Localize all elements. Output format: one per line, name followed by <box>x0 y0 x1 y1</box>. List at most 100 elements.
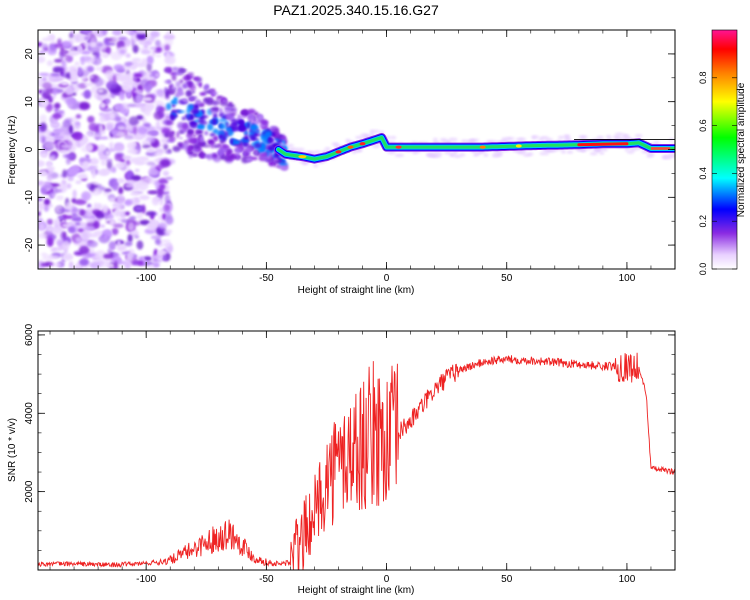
spectrogram-halo-blob <box>469 139 477 143</box>
snr-xtick-label: -100 <box>136 574 156 585</box>
spectrogram-noise-blob <box>107 213 114 220</box>
spectrogram-noise-blob <box>68 32 74 39</box>
spectrogram-xtick-label: 0 <box>384 273 390 284</box>
spectrogram-noise-blob <box>108 148 116 152</box>
spectrogram-noise-blob <box>85 218 96 223</box>
spectrogram-xtick-label: 50 <box>501 273 513 284</box>
spectrogram-halo-blob <box>313 164 319 168</box>
spectrogram-noise-blob <box>62 253 74 261</box>
spectrogram-noise-blob <box>127 221 135 232</box>
spectrogram-noise-blob <box>43 183 54 189</box>
spectrogram-noise-blob <box>52 128 63 134</box>
spectrogram-noise-blob <box>75 180 82 185</box>
spectrogram-transition-blob <box>230 112 237 116</box>
spectrogram-transition-blob <box>238 115 247 119</box>
spectrogram-noise-blob <box>155 120 161 130</box>
spectrogram-halo-blob <box>612 135 620 139</box>
spectrogram-ylabel: Frequency (Hz) <box>7 116 18 185</box>
spectrogram-noise-blob <box>80 50 91 55</box>
spectrogram-noise-blob <box>153 111 164 120</box>
spectrogram-hotspot <box>335 150 342 154</box>
spectrogram-halo-blob <box>485 139 496 144</box>
spectrogram-transition-blob <box>179 137 183 140</box>
spectrogram-hotspot <box>515 144 522 148</box>
spectrogram-noise-blob <box>95 203 103 211</box>
spectrogram-noise-blob <box>125 53 131 58</box>
spectrogram-noise-blob <box>50 73 62 77</box>
spectrogram-noise-blob <box>139 157 150 161</box>
spectrogram-noise-blob <box>39 114 47 124</box>
spectrogram-noise-blob <box>54 76 64 82</box>
spectrogram-transition-blob <box>280 166 288 171</box>
spectrogram-noise-blob <box>86 131 93 137</box>
spectrogram-halo-blob <box>531 135 540 139</box>
spectrogram-noise-blob <box>113 260 118 269</box>
spectrogram-noise-blob <box>71 198 77 204</box>
spectrogram-noise-blob <box>99 116 106 123</box>
colorbar-ticks: 0.0 0.2 0.4 0.6 0.8 <box>698 72 737 275</box>
spectrogram-halo-blob <box>492 152 503 157</box>
spectrogram-noise-blob <box>79 258 90 266</box>
spectrogram-noise-blob <box>127 148 139 154</box>
spectrogram-noise-blob <box>126 92 132 99</box>
spectrogram-hotspot <box>347 145 354 149</box>
spectrogram-noise-blob <box>127 169 133 179</box>
spectrogram-noise-blob <box>149 30 160 38</box>
spectrogram-halo-blob <box>663 154 672 159</box>
spectrogram-noise-blob <box>136 181 149 191</box>
spectrogram-noise-blob <box>153 158 162 163</box>
spectrogram-noise-blob <box>61 214 74 220</box>
spectrogram-halo-blob <box>527 152 534 156</box>
spectrogram-noise-blob <box>101 108 114 112</box>
spectrogram-halo-blob <box>517 151 526 155</box>
spectrogram-transition-blob <box>178 130 185 134</box>
spectrogram-noise-blob <box>113 209 122 217</box>
spectrogram-halo-blob <box>634 134 643 138</box>
spectrogram-noise-blob <box>91 168 96 179</box>
spectrogram-noise-blob <box>136 32 146 40</box>
spectrogram-halo-blob <box>670 154 675 158</box>
spectrogram-halo-blob <box>432 137 438 142</box>
snr-xtick-label: 0 <box>384 574 390 585</box>
spectrogram-transition-blob <box>216 95 224 99</box>
spectrogram-transition-blob <box>200 136 204 144</box>
spectrogram-noise-blob <box>61 81 69 86</box>
spectrogram-noise-blob <box>81 232 89 242</box>
spectrogram-noise-blob <box>54 224 61 228</box>
spectrogram-noise-blob <box>124 199 133 206</box>
spectrogram-halo-blob <box>324 147 331 151</box>
spectrogram-noise-blob <box>104 229 112 236</box>
spectrogram-noise-blob <box>153 152 162 157</box>
spectrogram-noise-blob <box>157 187 164 196</box>
spectrogram-noise-blob <box>159 207 165 213</box>
spectrogram-noise-blob <box>88 157 99 166</box>
spectrogram-transition-blob <box>274 127 280 134</box>
spectrogram-transition-blob <box>218 113 224 117</box>
spectrogram-transition-blob <box>269 125 278 129</box>
spectrogram-noise-blob <box>125 159 131 166</box>
spectrogram-transition-blob <box>221 99 228 103</box>
spectrogram-noise-blob <box>129 215 137 220</box>
spectrogram-noise-blob <box>134 235 140 239</box>
spectrogram-transition-blob <box>212 135 219 142</box>
spectrogram-noise-blob <box>75 114 82 119</box>
spectrogram-halo-blob <box>449 152 454 157</box>
spectrogram-transition-blob <box>187 72 194 76</box>
spectrogram-halo-blob <box>439 138 448 142</box>
spectrogram-noise-blob <box>122 84 133 92</box>
spectrogram-noise-blob <box>82 160 90 169</box>
spectrogram-noise-blob <box>123 134 135 140</box>
spectrogram-transition-blob <box>259 142 266 150</box>
spectrogram-transition-blob <box>250 124 258 131</box>
spectrogram-transition-blob <box>211 117 218 125</box>
spectrogram-noise-blob <box>128 116 139 126</box>
spectrogram-transition-blob <box>190 152 199 157</box>
spectrogram-halo-blob <box>624 147 629 152</box>
spectrogram-noise-blob <box>39 170 48 177</box>
spectrogram-hotspot <box>359 142 366 146</box>
spectrogram-transition-blob <box>203 144 212 148</box>
spectrogram-ytick-label: -10 <box>24 190 35 205</box>
spectrogram-transition-blob <box>194 119 200 123</box>
